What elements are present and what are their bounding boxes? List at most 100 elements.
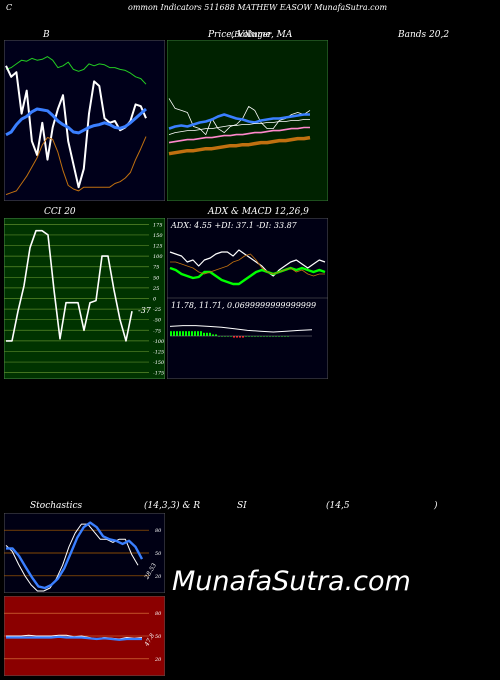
macd-bar [215, 334, 217, 336]
macd-bar [227, 336, 229, 337]
price-ma-line-2 [168, 119, 310, 135]
rsi-tick-label: 50 [155, 634, 162, 640]
stoch-label-e: ) [434, 501, 438, 511]
stochastic-tick-label: 80 [155, 528, 162, 534]
cci-chart: 175 150 125 100 75 50 25 0 -25 -50 -75 -100 -125 -150… [4, 218, 165, 379]
adx-line-1 [169, 266, 326, 286]
macd-bar [284, 336, 286, 337]
cci-tick-label: -150 [153, 360, 165, 366]
bollinger-bg [4, 40, 165, 201]
page-title: ommon Indicators 511688 MATHEW EASOW Mun… [128, 3, 388, 12]
bb-overlay-label: (Bollinger [231, 30, 272, 39]
macd-bar [200, 331, 202, 336]
macd-bar [263, 336, 265, 337]
bollinger-middle-line [5, 107, 147, 137]
cci-tick-label: 50 [153, 275, 160, 281]
bollinger-chart [4, 40, 165, 201]
adx-macd-bg [167, 218, 328, 379]
adx-macd-chart: ADX: 4.55 +DI: 37.1 -DI: 33.87 11.78, 11… [167, 218, 328, 379]
bollinger-lower-line [5, 136, 147, 196]
stoch-label-c: SI [237, 501, 247, 511]
cci-tick-label: 125 [153, 244, 163, 250]
price-ma-line-1 [168, 113, 310, 130]
macd-bar [251, 336, 253, 337]
macd-bar [221, 336, 223, 337]
watermark: MunafaSutra.com [172, 566, 411, 597]
macd-bar [224, 336, 226, 337]
adx-line-0 [169, 249, 326, 277]
macd-bar [218, 336, 220, 337]
macd-bar [236, 336, 238, 338]
macd-signal-line [169, 325, 313, 333]
adx-line-2 [170, 253, 325, 277]
stoch-label-b: (14,3,3) & R [144, 501, 201, 511]
macd-bar [272, 336, 274, 337]
macd-bar [203, 332, 205, 336]
cci-title: CCI 20 [44, 207, 76, 217]
macd-bar [248, 336, 250, 337]
stochastic-d-line [6, 521, 144, 590]
macd-bar [275, 336, 277, 337]
stochastic-tick-label: 20 [154, 574, 162, 580]
macd-bar [179, 331, 181, 336]
cci-line [6, 229, 133, 342]
stoch-label-a: Stochastics [30, 501, 83, 511]
price-ma-line-3 [168, 126, 310, 144]
cci-tick-label: -25 [153, 307, 161, 313]
macd-bar [173, 331, 175, 336]
stoch-label-d: (14,5 [326, 501, 350, 511]
cci-tick-label: -75 [153, 328, 161, 334]
rsi-tick-label: 20 [154, 657, 162, 663]
cci-tick-label: 100 [153, 254, 163, 260]
cci-tick-label: 150 [153, 233, 163, 239]
macd-bar [242, 336, 244, 338]
macd-bar [233, 336, 235, 338]
macd-bar [176, 331, 178, 336]
cci-tick-label: -50 [153, 318, 162, 324]
rsi-tick-label: 80 [155, 611, 162, 617]
macd-bar [197, 331, 199, 336]
macd-bar [287, 336, 289, 337]
macd-bar [170, 331, 172, 336]
macd-bar [194, 331, 196, 336]
macd-bar [185, 331, 187, 336]
macd-bar [182, 331, 184, 336]
adx-title: ADX & MACD 12,26,9 [208, 207, 309, 217]
bollinger-upper-line [5, 56, 147, 85]
cci-tick-label: 0 [153, 297, 157, 303]
macd-bar [239, 336, 241, 338]
macd-bar [212, 334, 214, 336]
macd-bar [278, 336, 280, 337]
cci-tick-label: 75 [153, 265, 159, 271]
cci-tick-label: -175 [153, 371, 164, 377]
macd-bar [257, 336, 259, 337]
macd-bar [245, 336, 247, 337]
macd-bar [230, 336, 232, 337]
header-left: C [6, 3, 13, 12]
macd-bar [188, 331, 190, 336]
cci-tick-label: 175 [153, 222, 163, 228]
cci-tick-label: -100 [153, 339, 165, 345]
macd-values: 11.78, 11.71, 0.0699999999999999 [171, 301, 316, 310]
bb-left-label: B [43, 30, 50, 40]
bb-right-label: Bands 20,2 [398, 30, 450, 40]
cci-tick-label: -125 [153, 349, 164, 355]
adx-values: ADX: 4.55 +DI: 37.1 -DI: 33.87 [170, 221, 298, 230]
macd-bar [266, 336, 268, 337]
macd-bar [260, 336, 262, 337]
macd-bar [281, 336, 283, 337]
rsi-signal-line [6, 635, 142, 641]
cci-tick-label: 25 [152, 286, 159, 292]
macd-bar [191, 331, 193, 336]
macd-bar [209, 332, 211, 336]
macd-bar [254, 336, 256, 337]
macd-bar [269, 336, 271, 337]
bb-mid-label: Price, Volume, MA [208, 30, 293, 40]
cci-value: -37 [138, 306, 152, 315]
macd-bar [206, 332, 208, 336]
stochastic-tick-label: 50 [155, 551, 162, 557]
price-ma-chart [167, 40, 328, 201]
